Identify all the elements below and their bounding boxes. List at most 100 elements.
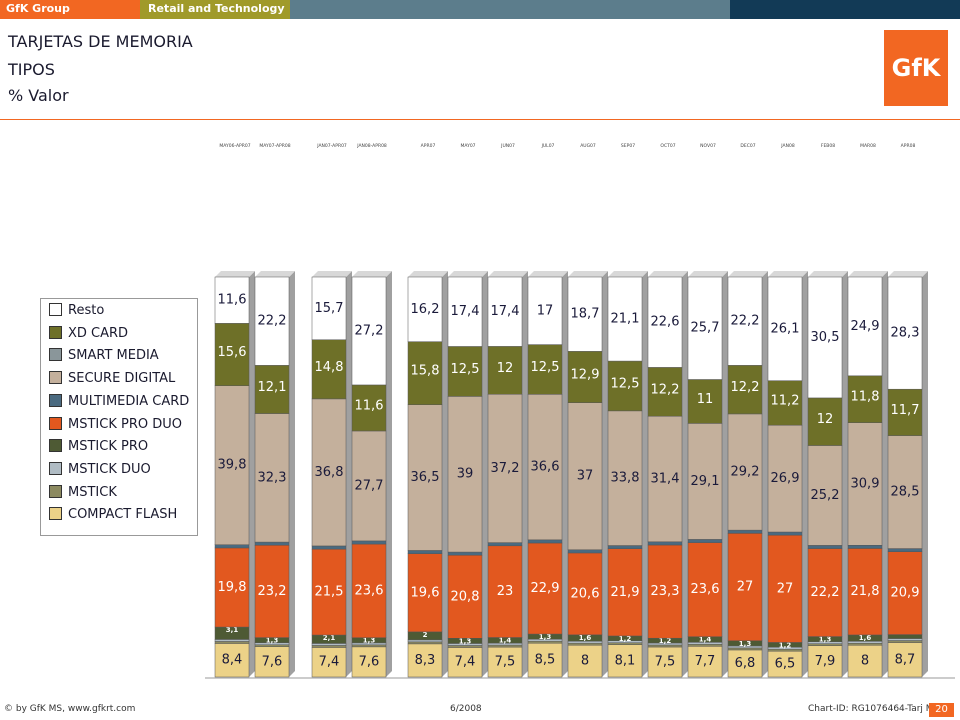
segment-mstick <box>807 643 843 646</box>
data-label: 27 <box>777 581 794 596</box>
segment-resto <box>807 276 843 399</box>
segment-multimedia-card <box>447 551 483 556</box>
segment-mstick-pro-duo <box>254 545 290 638</box>
bar-top-face <box>648 271 688 277</box>
bar-side-face <box>522 271 528 677</box>
data-label: 37,2 <box>491 461 520 476</box>
legend-item-mstick: MSTICK <box>49 484 117 503</box>
segment-compact-flash <box>647 646 683 678</box>
data-label: 7,6 <box>262 654 283 669</box>
stacked-bar-chart: 8,4 3,1 19,8 39,8 15,6 11,6 MAY06-APR07 7,6 1,3 2… <box>205 143 955 679</box>
data-label: 1,3 <box>266 637 279 645</box>
data-label: 11,6 <box>355 398 384 413</box>
data-label: 11,7 <box>891 403 920 418</box>
segment-xd-card <box>687 379 723 424</box>
segment-resto <box>847 276 883 377</box>
segment-secure-digital <box>767 424 803 533</box>
segment-multimedia-card <box>567 549 603 554</box>
bar-side-face <box>642 271 648 677</box>
data-label: 12,5 <box>451 362 480 377</box>
data-label: 19,8 <box>218 580 247 595</box>
bar-top-face <box>808 271 848 277</box>
segment-resto <box>447 276 483 347</box>
segment-mstick-pro-duo <box>887 551 923 635</box>
segment-mstick-pro-duo <box>351 543 387 638</box>
data-label: 8,3 <box>415 653 436 668</box>
data-label: 25,2 <box>811 488 840 503</box>
segment-xd-card <box>847 375 883 423</box>
data-label: 28,3 <box>891 326 920 341</box>
bar-top-face <box>528 271 568 277</box>
gfk-group-label: GfK Group <box>6 2 70 15</box>
data-label: 8 <box>581 654 589 669</box>
segment-mstick <box>214 641 250 644</box>
data-label: 29,1 <box>691 474 720 489</box>
segment-mstick-pro-duo <box>847 548 883 636</box>
data-label: 30,9 <box>851 476 880 491</box>
segment-resto <box>767 276 803 381</box>
legend-swatch <box>49 439 62 453</box>
data-label: 12,5 <box>531 360 560 375</box>
bar-apr07: 8,3 2 19,6 36,5 15,8 16,2 <box>407 271 448 678</box>
legend-label: SECURE DIGITAL <box>68 371 176 387</box>
bar-side-face <box>842 271 848 677</box>
data-label: 7,4 <box>455 655 476 670</box>
segment-resto <box>407 276 443 342</box>
category-label: FEB08 <box>821 143 835 149</box>
data-label: 12,1 <box>258 380 287 395</box>
segment-secure-digital <box>727 413 763 531</box>
legend-label: MSTICK DUO <box>68 461 151 477</box>
bar-side-face <box>602 271 608 677</box>
category-label: MAY07 <box>460 143 475 149</box>
bar-may07-apr08: 7,6 1,3 23,2 32,3 12,1 22,2 <box>254 271 295 678</box>
segment-mstick <box>647 644 683 648</box>
data-label: 26,9 <box>771 471 800 486</box>
segment-resto <box>727 276 763 366</box>
segment-compact-flash <box>887 642 923 678</box>
data-label: 3,1 <box>226 626 239 634</box>
data-label: 15,7 <box>315 301 344 316</box>
footer-date: 6/2008 <box>450 704 482 714</box>
bar-side-face <box>386 271 392 677</box>
legend-swatch <box>49 348 62 362</box>
segment-multimedia-card <box>311 545 347 550</box>
segment-mstick-pro-duo <box>607 548 643 637</box>
segment-xd-card <box>254 365 290 414</box>
segment-mstick <box>311 645 347 648</box>
segment-mstick <box>407 641 443 645</box>
segment-mstick-pro-duo <box>487 545 523 638</box>
data-label: 27,7 <box>355 478 384 493</box>
data-label: 12,2 <box>651 382 680 397</box>
segment-compact-flash <box>214 643 250 678</box>
legend-swatch <box>49 325 62 339</box>
segment-mstick <box>727 647 763 651</box>
segment-resto <box>527 276 563 345</box>
category-label: JAN07-APR07 <box>316 143 347 149</box>
bar-feb08: 7,9 1,3 22,2 25,2 12 30,5 <box>807 271 848 678</box>
data-label: 12 <box>817 412 834 427</box>
category-label: NOV07 <box>700 143 716 149</box>
bar-nov07: 7,7 1,4 23,6 29,1 11 25,7 <box>687 271 728 678</box>
bar-oct07: 7,5 1,2 23,3 31,4 12,2 22,6 <box>647 271 688 678</box>
top-bar: GfK Group Retail and Technology <box>0 0 960 19</box>
segment-secure-digital <box>847 422 883 546</box>
segment-resto <box>687 276 723 380</box>
data-label: 21,8 <box>851 584 880 599</box>
segment-mstick-pro-duo <box>567 552 603 636</box>
bar-aug07: 8 1,6 20,6 37 12,9 18,7 <box>567 271 608 678</box>
data-label: 20,6 <box>571 586 600 601</box>
segment-mstick-pro-duo <box>407 553 443 633</box>
category-label: APR08 <box>901 143 916 149</box>
bar-side-face <box>249 271 255 677</box>
segment-resto <box>254 276 290 366</box>
category-label: JUN07 <box>500 143 515 149</box>
bar-top-face <box>215 271 255 277</box>
segment-compact-flash <box>847 645 883 678</box>
segment-xd-card <box>727 365 763 415</box>
data-label: 12,9 <box>571 368 600 383</box>
data-label: 36,5 <box>411 470 440 485</box>
data-label: 6,8 <box>735 656 756 671</box>
segment-mstick <box>887 640 923 643</box>
chart-legend: Resto XD CARD SMART MEDIA SECURE DIGITAL MUL… <box>40 298 198 536</box>
segment-multimedia-card <box>527 539 563 544</box>
